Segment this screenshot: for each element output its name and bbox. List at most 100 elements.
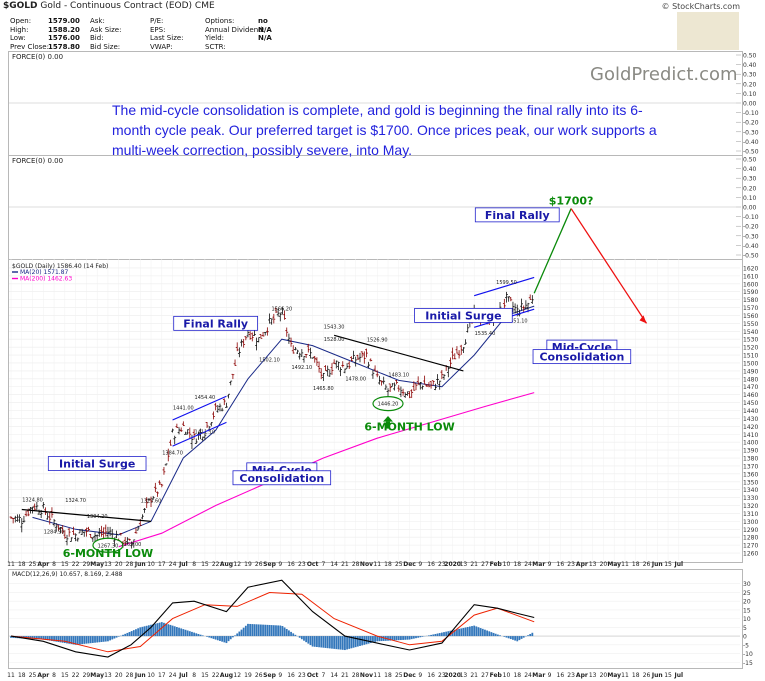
- force-label-1: FORCE(0) 0.00: [12, 53, 64, 61]
- macd-histogram-bar: [74, 636, 77, 645]
- macd-histogram-bar: [186, 630, 189, 637]
- force-axis-tick-label: -0.30: [743, 129, 759, 136]
- macd-histogram-bar: [346, 636, 348, 650]
- macd-histogram-bar: [42, 636, 45, 640]
- annotation-label: 6-MONTH LOW: [364, 420, 454, 433]
- macd-axis-x-label: 26: [643, 672, 651, 679]
- macd-histogram-bar: [251, 624, 254, 637]
- macd-histogram-bar: [509, 636, 512, 640]
- macd-histogram-bar: [473, 625, 476, 637]
- quote-value: 1576.00: [48, 34, 80, 42]
- force-axis-tick-label: -0.40: [743, 139, 759, 146]
- macd-axis-x-label: 22: [212, 672, 220, 679]
- headline-text: The mid-cycle consolidation is complete,…: [112, 102, 657, 158]
- macd-histogram-bar: [494, 633, 497, 637]
- macd-axis-x-label: 11: [621, 672, 629, 679]
- price-axis-tick-label: 1580: [743, 297, 758, 304]
- macd-histogram-bar: [188, 631, 191, 637]
- price-axis-tick-label: 1390: [743, 448, 758, 455]
- price-axis-x-label: Jun: [651, 561, 663, 568]
- macd-axis-x-label: 7: [321, 672, 325, 679]
- macd-axis-x-label: Jul: [674, 672, 684, 679]
- price-axis-tick-label: 1590: [743, 289, 758, 296]
- macd-histogram-bar: [169, 624, 172, 637]
- macd-histogram-bar: [249, 623, 252, 637]
- macd-histogram-bar: [300, 636, 303, 640]
- quote-label: Annual Dividend:: [205, 25, 265, 34]
- macd-histogram-bar: [318, 636, 320, 648]
- trendline: [333, 334, 464, 372]
- macd-histogram-bar: [412, 636, 415, 639]
- force-axis-tick-label: -0.20: [743, 120, 759, 127]
- macd-histogram-bar: [167, 624, 170, 637]
- legend-entry: MA(200) 1462.63: [20, 276, 72, 283]
- macd-histogram-bar: [180, 628, 183, 637]
- price-axis-tick-label: 1620: [743, 265, 758, 272]
- price-axis-tick-label: 1570: [743, 305, 758, 312]
- correction-arrow-head: [639, 315, 647, 324]
- price-axis-tick-label: 1330: [743, 495, 758, 502]
- macd-histogram-bar: [199, 634, 202, 637]
- force-panel-top: [8, 51, 743, 157]
- price-value-label: 1324.80: [22, 498, 43, 504]
- macd-axis-tick-label: -15: [743, 660, 753, 667]
- annotation-label: Initial Surge: [59, 458, 135, 471]
- macd-histogram-bar: [507, 636, 510, 639]
- price-axis-x-label: Jul: [674, 561, 684, 568]
- price-axis-x-label: 13: [589, 561, 597, 568]
- price-axis-x-label: 22: [72, 561, 80, 568]
- macd-histogram-bar: [227, 636, 230, 642]
- price-axis-x-label: 22: [212, 561, 220, 568]
- macd-histogram-bar: [171, 625, 174, 637]
- macd-histogram-bar: [307, 636, 310, 644]
- chart-header: $GOLD Gold - Continuous Contract (EOD) C…: [3, 1, 215, 11]
- price-axis-x-label: 15: [664, 561, 672, 568]
- macd-histogram-bar: [298, 636, 301, 638]
- macd-histogram-bar: [322, 636, 325, 648]
- macd-axis-x-label: 18: [632, 672, 640, 679]
- annotation-box: [47, 456, 147, 471]
- macd-histogram-bar: [378, 636, 381, 642]
- macd-histogram-bar: [331, 636, 333, 649]
- macd-histogram-bar: [57, 636, 60, 643]
- macd-histogram-bar: [320, 636, 323, 648]
- macd-histogram-bar: [471, 626, 473, 637]
- price-value-label: 1528.00: [324, 337, 345, 343]
- macd-histogram-bar: [178, 627, 180, 637]
- watermark: GoldPredict.com: [590, 64, 738, 85]
- macd-histogram-bar: [479, 628, 482, 637]
- price-axis-x-label: 2020: [444, 561, 461, 568]
- macd-axis-x-label: 11: [373, 672, 381, 679]
- macd-histogram-bar: [141, 626, 144, 637]
- macd-axis-tick-label: -5: [743, 642, 749, 649]
- price-axis-tick-label: 1350: [743, 479, 758, 486]
- macd-histogram-bar: [367, 636, 370, 644]
- macd-histogram-bar: [356, 636, 359, 647]
- macd-axis-x-label: 10: [503, 672, 511, 679]
- macd-axis-x-label: Feb: [490, 672, 503, 679]
- macd-histogram-bar: [512, 636, 514, 640]
- correction-projection-line: [570, 208, 648, 324]
- quote-value: 1578.80: [48, 42, 80, 51]
- macd-histogram-bar: [341, 636, 344, 650]
- price-axis-tick-label: 1320: [743, 503, 758, 510]
- macd-histogram-bar: [316, 636, 318, 648]
- macd-histogram-bar: [268, 624, 271, 637]
- force-axis-tick-label: 0.00: [743, 101, 757, 108]
- trendline: [172, 395, 227, 421]
- macd-histogram-bar: [270, 625, 273, 637]
- macd-axis-x-label: 8: [52, 672, 56, 679]
- macd-histogram-bar: [514, 636, 517, 641]
- price-axis-x-label: 11: [621, 561, 629, 568]
- force-axis-tick-label: 0.50: [743, 157, 757, 164]
- macd-histogram-bar: [518, 636, 521, 641]
- price-axis-x-label: 24: [524, 561, 532, 568]
- quote-label: Low:: [10, 34, 26, 42]
- macd-axis-x-label: 23: [438, 672, 446, 679]
- macd-histogram-bar: [505, 636, 508, 638]
- price-axis-tick-label: 1520: [743, 345, 758, 352]
- macd-histogram-bar: [156, 623, 159, 637]
- macd-signal-line: [10, 591, 535, 653]
- macd-histogram-bar: [35, 636, 38, 640]
- price-axis-x-label: Oct: [307, 561, 319, 568]
